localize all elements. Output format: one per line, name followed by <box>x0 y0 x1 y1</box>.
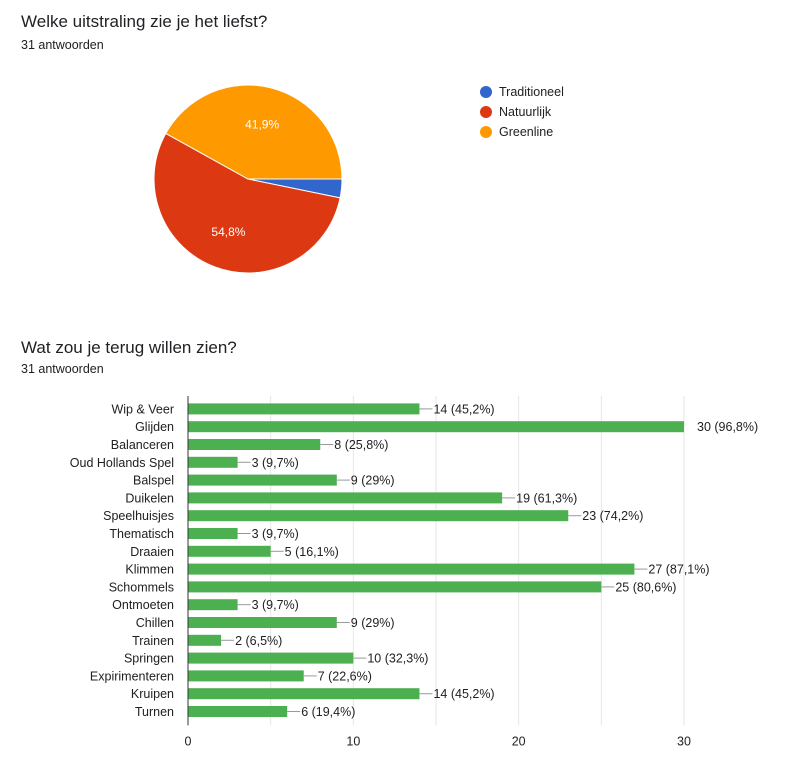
category-label: Balspel <box>133 474 174 488</box>
data-label: 3 (9,7%) <box>252 527 299 541</box>
x-tick-label: 30 <box>677 734 691 748</box>
category-label: Thematisch <box>109 527 174 541</box>
bar <box>188 474 337 486</box>
data-label: 6 (19,4%) <box>301 705 355 719</box>
category-label: Chillen <box>136 616 174 630</box>
bar <box>188 688 420 700</box>
bar <box>188 545 271 557</box>
question-1-response-count: 31 antwoorden <box>21 38 104 52</box>
legend-label: Greenline <box>499 125 554 139</box>
pie-slice-label-natuurlijk: 54,8% <box>211 225 245 239</box>
category-label: Oud Hollands Spel <box>70 456 174 470</box>
bar <box>188 528 238 539</box>
x-tick-label: 20 <box>512 734 526 748</box>
category-label: Speelhuisjes <box>103 509 174 523</box>
data-label: 14 (45,2%) <box>433 687 494 701</box>
data-label: 3 (9,7%) <box>252 598 299 612</box>
pie-slice-natuurlijk <box>153 132 341 274</box>
legend-label: Traditioneel <box>499 85 564 99</box>
legend-swatch <box>480 86 492 98</box>
legend-item-greenline: Greenline <box>480 122 564 142</box>
question-2-title: Wat zou je terug willen zien? <box>21 338 237 357</box>
bar <box>188 421 684 433</box>
data-label: 19 (61,3%) <box>516 491 577 505</box>
bar <box>188 652 354 664</box>
bar <box>188 439 321 450</box>
category-label: Springen <box>124 652 174 666</box>
data-label: 2 (6,5%) <box>235 634 282 648</box>
pie-legend: Traditioneel Natuurlijk Greenline <box>480 82 564 142</box>
bar <box>188 634 222 646</box>
category-label: Ontmoeten <box>112 598 174 612</box>
data-label: 9 (29%) <box>351 474 395 488</box>
data-label: 3 (9,7%) <box>252 456 299 470</box>
category-label: Balanceren <box>111 438 174 452</box>
legend-item-traditioneel: Traditioneel <box>480 82 564 102</box>
x-tick-label: 0 <box>185 734 192 748</box>
data-label: 27 (87,1%) <box>648 563 709 577</box>
bar <box>188 492 503 504</box>
category-label: Duikelen <box>125 491 174 505</box>
bar-chart: Wip & Veer 14 (45,2%) Glijden 30 (96,8%) Bal… <box>70 396 758 748</box>
data-label: 9 (29%) <box>351 616 395 630</box>
bar <box>188 599 238 611</box>
legend-label: Natuurlijk <box>499 105 552 119</box>
data-label: 8 (25,8%) <box>334 438 388 452</box>
data-label: 7 (22,6%) <box>318 669 372 683</box>
category-label: Wip & Veer <box>111 402 174 416</box>
legend-swatch <box>480 126 492 138</box>
legend-swatch <box>480 106 492 118</box>
bar <box>188 670 304 682</box>
category-label: Turnen <box>135 705 174 719</box>
category-label: Glijden <box>135 420 174 434</box>
category-label: Expirimenteren <box>90 669 174 683</box>
legend-item-natuurlijk: Natuurlijk <box>480 102 564 122</box>
bar <box>188 706 288 717</box>
question-1-title: Welke uitstraling zie je het liefst? <box>21 12 268 31</box>
data-label: 10 (32,3%) <box>367 652 428 666</box>
x-tick-label: 10 <box>346 734 360 748</box>
bar <box>188 456 238 468</box>
bar <box>188 617 337 628</box>
category-label: Draaien <box>130 545 174 559</box>
bar <box>188 581 602 593</box>
pie-slice-label-greenline: 41,9% <box>245 117 279 131</box>
data-label: 5 (16,1%) <box>285 545 339 559</box>
data-label: 25 (80,6%) <box>615 580 676 594</box>
bar <box>188 563 635 575</box>
data-label: 14 (45,2%) <box>433 402 494 416</box>
pie-chart: 54,8% 41,9% <box>153 84 343 274</box>
category-label: Trainen <box>132 634 174 648</box>
bar <box>188 510 569 522</box>
category-label: Schommels <box>109 580 174 594</box>
bar <box>188 403 420 415</box>
data-label: 30 (96,8%) <box>697 420 758 434</box>
category-label: Kruipen <box>131 687 174 701</box>
category-label: Klimmen <box>125 563 174 577</box>
pie-slice-greenline <box>165 84 343 180</box>
question-2-response-count: 31 antwoorden <box>21 362 104 376</box>
data-label: 23 (74,2%) <box>582 509 643 523</box>
